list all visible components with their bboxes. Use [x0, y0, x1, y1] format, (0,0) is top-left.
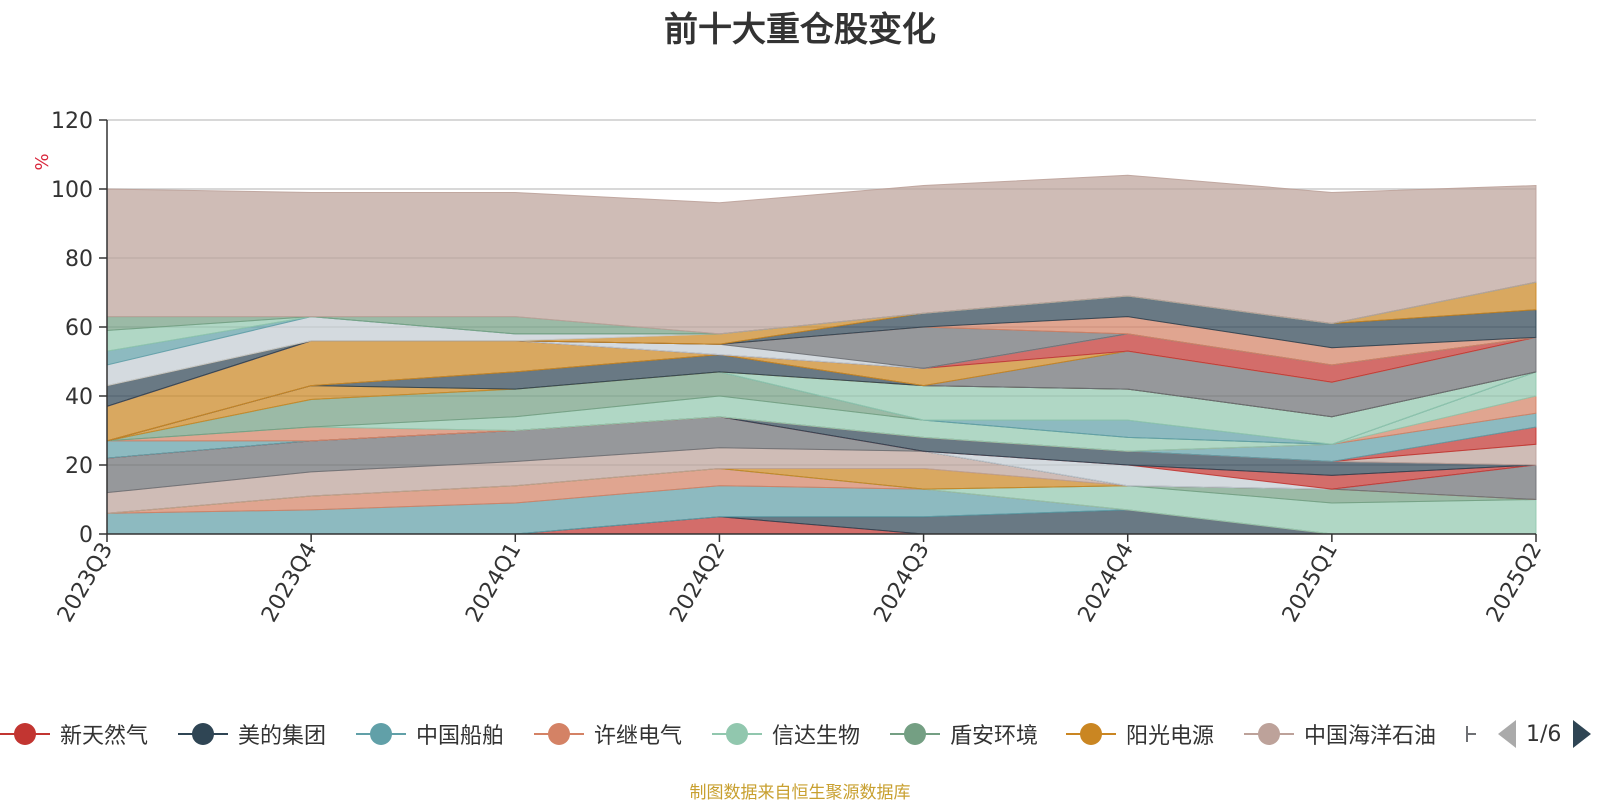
x-tick-label: 2025Q1 [1278, 539, 1343, 627]
legend-marker-icon [1244, 719, 1294, 749]
y-tick-label: 0 [79, 523, 93, 548]
legend-label: 新天然气 [60, 724, 149, 749]
legend-marker-icon [712, 719, 762, 749]
legend-marker-icon [356, 719, 406, 749]
x-tick-label: 2023Q4 [257, 539, 322, 627]
y-tick-label: 60 [65, 316, 93, 341]
legend-marker-edge [1466, 726, 1468, 742]
legend-item-truncated[interactable] [1466, 716, 1476, 752]
x-tick-label: 2024Q3 [869, 539, 934, 627]
legend-item[interactable]: 许继电气 [534, 716, 682, 752]
y-tick-label: 100 [51, 178, 93, 203]
chart-title: 前十大重仓股变化 [664, 10, 936, 50]
legend-item[interactable]: 中国海洋石油 [1244, 716, 1436, 752]
legend-item[interactable]: 盾安环境 [890, 716, 1038, 752]
legend-item[interactable]: 信达生物 [712, 716, 860, 752]
x-tick-label: 2024Q4 [1074, 539, 1139, 627]
legend-marker-icon [890, 719, 940, 749]
legend-marker-icon [178, 719, 228, 749]
source-note: 制图数据来自恒生聚源数据库 [689, 783, 911, 803]
legend-item[interactable]: 阳光电源 [1066, 716, 1214, 752]
legend: 新天然气 美的集团 中国船舶 许继电气 信达生物 盾安环境 阳光电源 中国海洋石油 [0, 716, 1600, 752]
legend-label: 中国船舶 [416, 724, 505, 749]
y-tick-label: 20 [65, 454, 93, 479]
x-tick-label: 2024Q2 [665, 539, 730, 627]
legend-page-indicator: 1/6 [1526, 721, 1562, 747]
stacked-area-chart: 0 20 40 60 80 100 120 2023Q3 2023Q4 2024Q1 2024Q2 2… [32, 109, 1547, 627]
legend-pager: 1/6 [1498, 716, 1592, 752]
legend-label: 阳光电源 [1126, 724, 1215, 749]
legend-label: 盾安环境 [950, 724, 1039, 749]
y-tick-label: 40 [65, 385, 93, 410]
legend-marker-icon [0, 719, 50, 749]
legend-item[interactable]: 中国船舶 [356, 716, 504, 752]
y-tick-label: 120 [51, 109, 93, 134]
legend-prev-page-icon[interactable] [1498, 720, 1516, 748]
x-tick-label: 2025Q2 [1482, 539, 1547, 627]
legend-label: 中国海洋石油 [1304, 724, 1437, 749]
y-tick-label: 80 [65, 247, 93, 272]
legend-item[interactable]: 新天然气 [0, 716, 148, 752]
area-series [106, 174, 1537, 535]
y-axis-unit-label: % [32, 153, 53, 170]
legend-label: 许继电气 [594, 724, 683, 749]
x-tick-label: 2023Q3 [53, 539, 118, 627]
legend-marker-icon [1066, 719, 1116, 749]
legend-item[interactable]: 美的集团 [178, 716, 326, 752]
area-series-band [106, 174, 1537, 335]
legend-marker-line [1466, 733, 1476, 735]
legend-next-page-icon[interactable] [1573, 720, 1592, 748]
x-tick-label: 2024Q1 [461, 539, 526, 627]
legend-marker-icon [534, 719, 584, 749]
legend-label: 信达生物 [772, 724, 861, 749]
legend-label: 美的集团 [238, 724, 327, 749]
